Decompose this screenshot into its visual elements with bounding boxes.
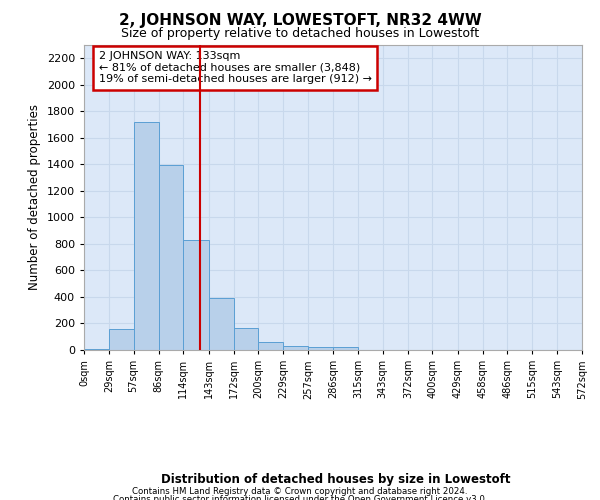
Bar: [333, 346, 358, 350]
Text: Contains public sector information licensed under the Open Government Licence v3: Contains public sector information licen…: [113, 495, 487, 500]
Text: 2, JOHNSON WAY, LOWESTOFT, NR32 4WW: 2, JOHNSON WAY, LOWESTOFT, NR32 4WW: [119, 12, 481, 28]
Bar: [234, 328, 258, 350]
Bar: [159, 165, 183, 350]
Bar: [109, 330, 134, 350]
Bar: [84, 348, 109, 350]
Bar: [134, 122, 159, 350]
Bar: [183, 240, 209, 350]
Text: Size of property relative to detached houses in Lowestoft: Size of property relative to detached ho…: [121, 28, 479, 40]
Y-axis label: Number of detached properties: Number of detached properties: [28, 104, 41, 290]
Text: 2 JOHNSON WAY: 133sqm
← 81% of detached houses are smaller (3,848)
19% of semi-d: 2 JOHNSON WAY: 133sqm ← 81% of detached …: [99, 51, 372, 84]
Text: Contains HM Land Registry data © Crown copyright and database right 2024.: Contains HM Land Registry data © Crown c…: [132, 488, 468, 496]
Text: Distribution of detached houses by size in Lowestoft: Distribution of detached houses by size …: [161, 472, 511, 486]
Bar: [258, 342, 283, 350]
Bar: [283, 346, 308, 350]
Bar: [209, 298, 234, 350]
Bar: [308, 346, 333, 350]
